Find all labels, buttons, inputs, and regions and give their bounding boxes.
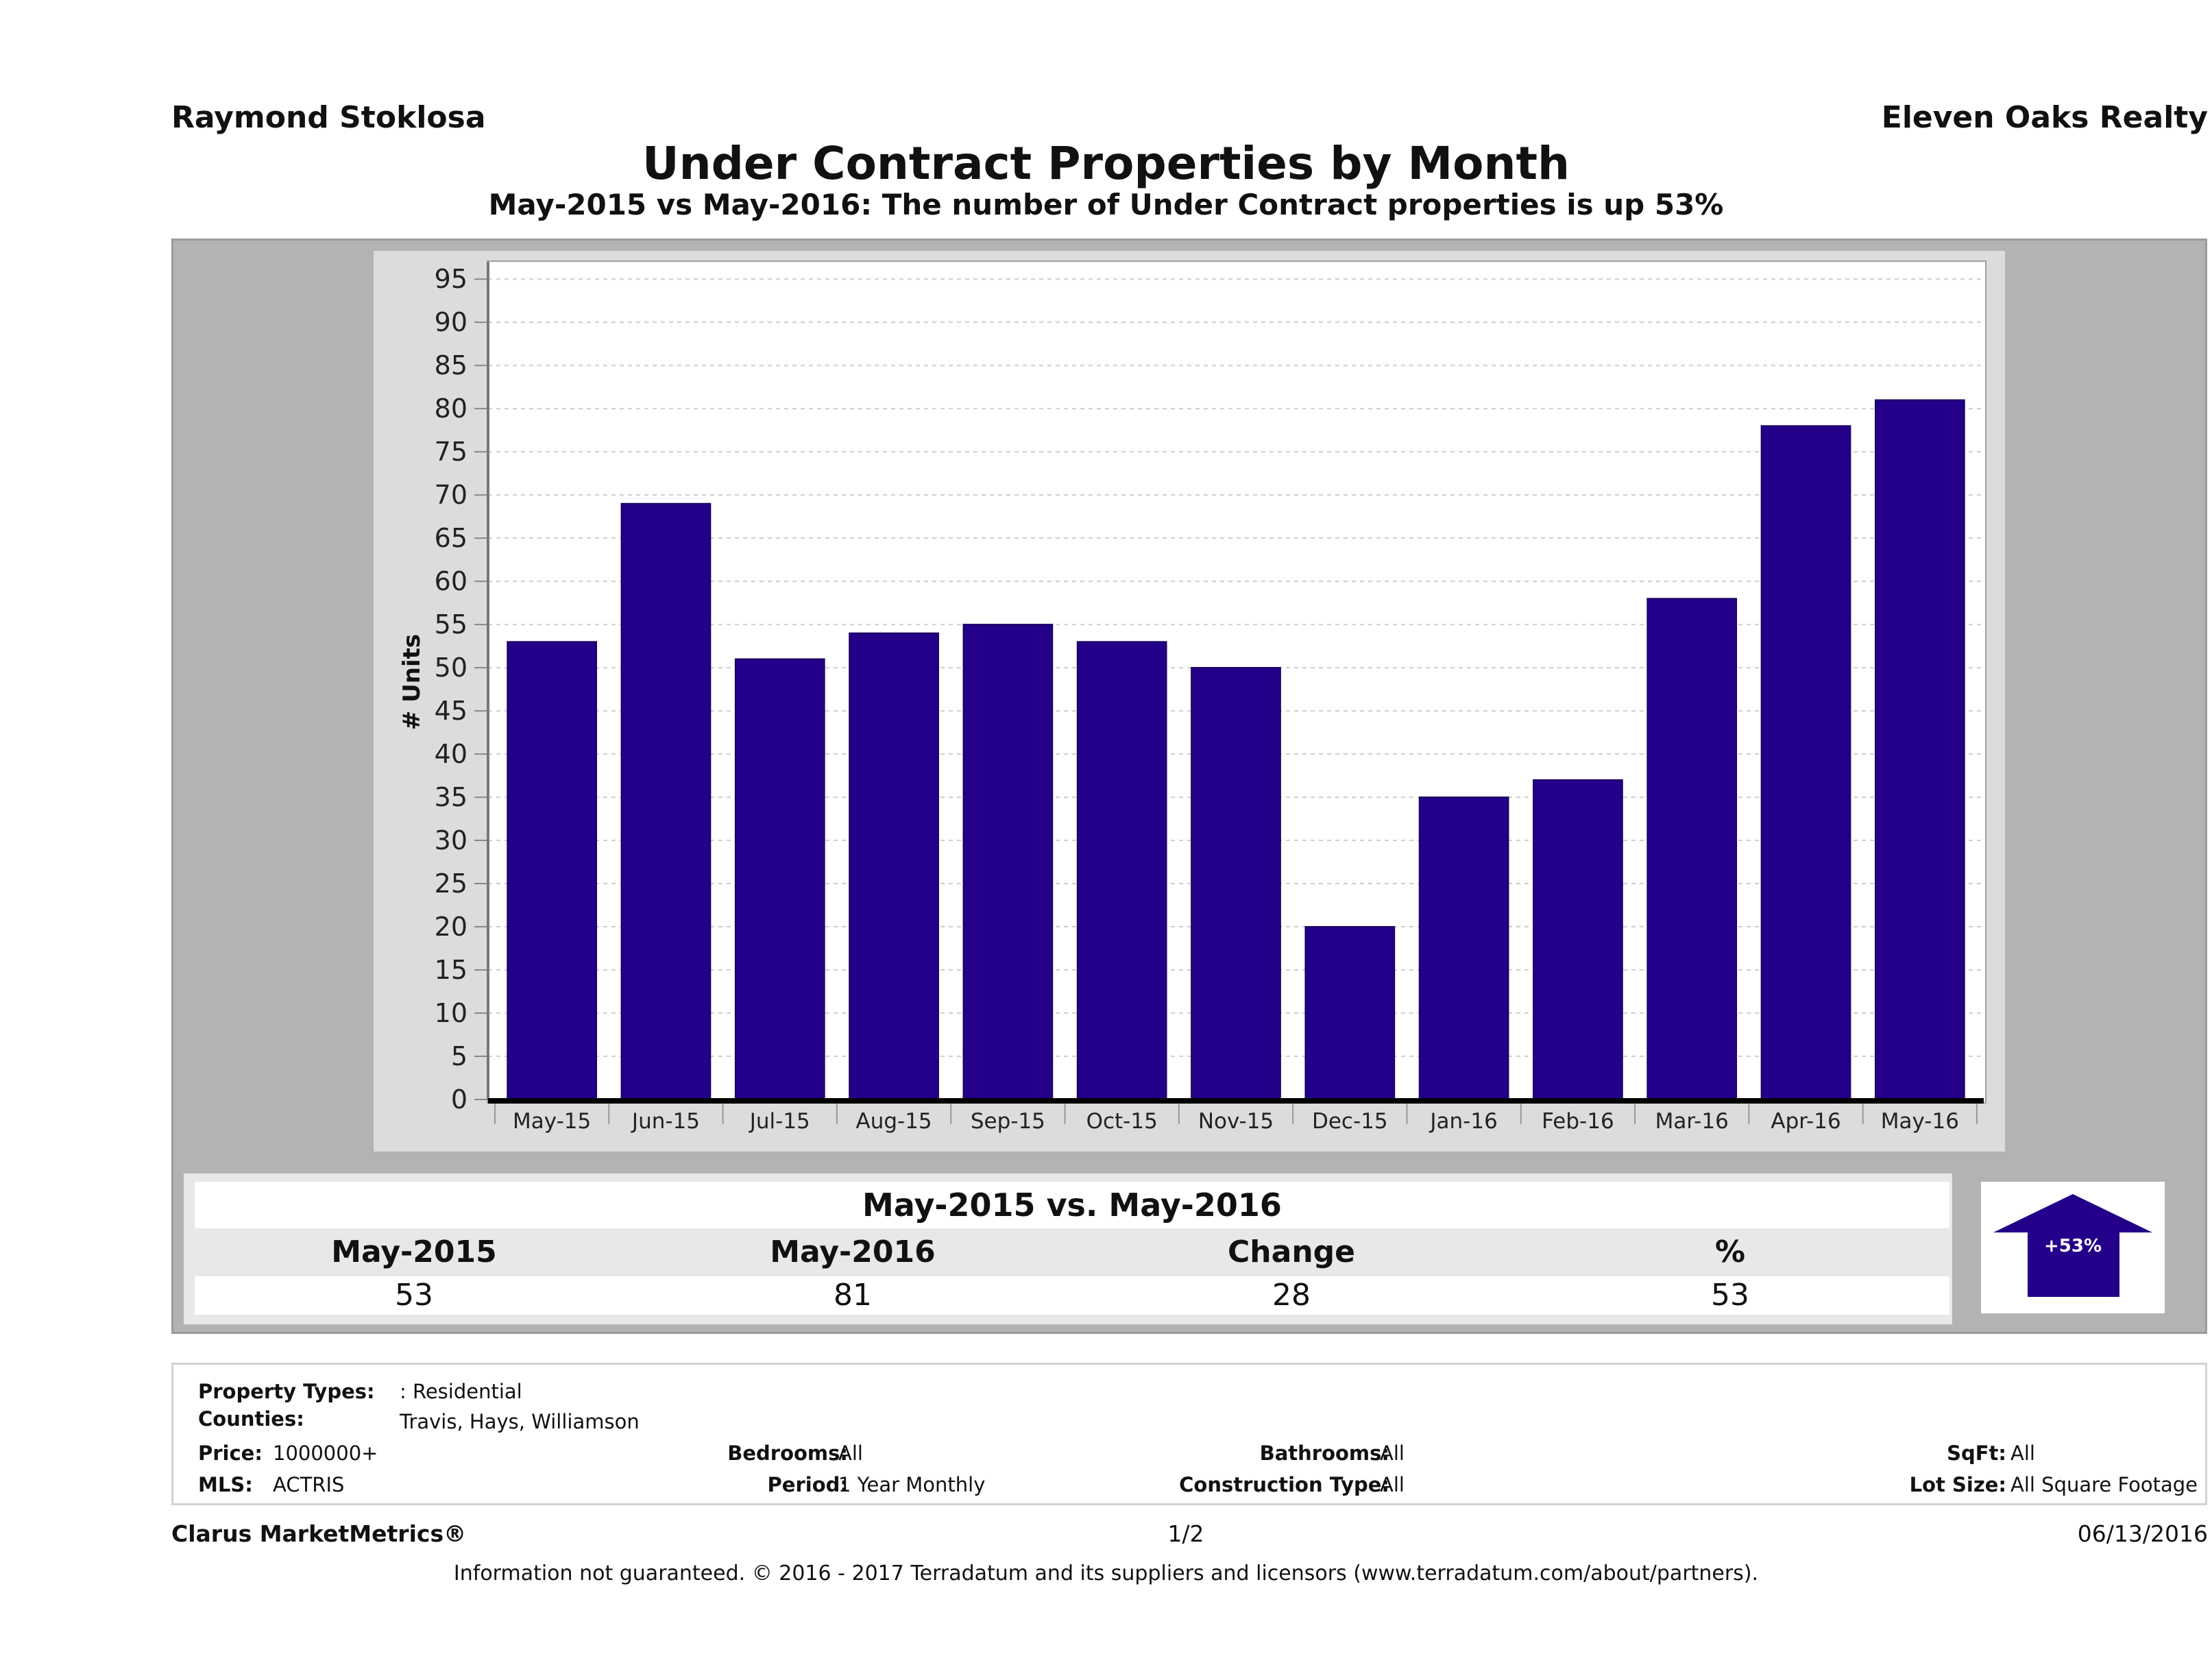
x-tick-label: Jan-16 <box>1429 1109 1497 1134</box>
construction-type-value: All <box>1380 1473 1405 1496</box>
bar-feb-16 <box>1533 779 1623 1101</box>
x-tick-label: Apr-16 <box>1771 1109 1840 1134</box>
counties-label: Counties: <box>198 1407 304 1431</box>
price-label: Price: <box>198 1442 263 1465</box>
disclaimer: Information not guaranteed. © 2016 - 201… <box>453 1561 1759 1585</box>
y-tick-label: 85 <box>435 350 467 380</box>
change-badge-text: +53% <box>2044 1236 2102 1256</box>
property-types-label: Property Types: <box>198 1380 375 1403</box>
x-tick-label: Sep-15 <box>971 1109 1045 1134</box>
bathrooms-label: Bathrooms: <box>1259 1442 1389 1465</box>
y-tick-label: 45 <box>435 696 467 726</box>
y-tick-label: 30 <box>435 825 467 855</box>
y-tick-label: 35 <box>435 782 467 812</box>
bar-sep-15 <box>962 624 1054 1100</box>
header-may-2016: May-2016 <box>770 1235 936 1269</box>
value-change: 28 <box>1272 1278 1311 1313</box>
y-tick-label: 90 <box>435 307 467 337</box>
comparison-title: May-2015 vs. May-2016 <box>195 1182 1949 1228</box>
x-tick-label: Nov-15 <box>1198 1109 1274 1134</box>
bar-jun-15 <box>620 502 712 1100</box>
header-change: Change <box>1228 1235 1355 1269</box>
y-axis: 0 5 10 15 20 25 30 35 40 45 50 55 60 65 70 75 80 85 90 95 <box>435 262 489 1115</box>
chart-subtitle: May-2015 vs May-2016: The number of Unde… <box>488 188 1724 221</box>
brokerage-name: Eleven Oaks Realty <box>1881 100 2208 135</box>
y-tick-label: 5 <box>451 1041 467 1071</box>
agent-name: Raymond Stoklosa <box>171 100 486 135</box>
x-tick-label: Feb-16 <box>1542 1109 1614 1134</box>
bar-jan-16 <box>1418 797 1509 1100</box>
header-percent: % <box>1714 1235 1746 1269</box>
bar-mar-16 <box>1646 598 1738 1100</box>
bar-jul-15 <box>734 658 825 1100</box>
bars <box>507 399 1965 1101</box>
lot-size-label: Lot Size: <box>1909 1473 2006 1496</box>
bathrooms-value: All <box>1380 1442 1405 1465</box>
filter-summary: Property Types: : Residential Counties: … <box>171 1363 2207 1505</box>
x-tick-label: Aug-15 <box>855 1109 932 1134</box>
price-value: 1000000+ <box>273 1442 378 1465</box>
y-axis-label: # Units <box>398 634 426 730</box>
y-tick-label: 60 <box>435 566 467 596</box>
comparison-value-row: 53 81 28 53 <box>195 1276 1949 1315</box>
y-tick-label: 55 <box>435 609 467 640</box>
bedrooms-value: All <box>838 1442 863 1465</box>
y-tick-label: 80 <box>435 393 467 424</box>
sqft-value: All <box>2010 1442 2035 1465</box>
x-tick-label: May-16 <box>1881 1109 1959 1134</box>
y-tick-label: 50 <box>435 653 467 683</box>
construction-type-label: Construction Type: <box>1179 1473 1389 1496</box>
value-may-2016: 81 <box>834 1278 872 1313</box>
bar-apr-16 <box>1760 425 1851 1100</box>
bedrooms-label: Bedrooms: <box>727 1442 848 1465</box>
value-percent: 53 <box>1711 1278 1749 1313</box>
x-tick-label: Jul-15 <box>749 1109 810 1134</box>
y-tick-label: 15 <box>435 955 467 985</box>
footer-brand: Clarus MarketMetrics® <box>171 1520 467 1547</box>
y-tick-label: 40 <box>435 739 467 769</box>
bar-may-15 <box>507 641 598 1100</box>
page-number: 1/2 <box>1167 1520 1204 1547</box>
y-tick-label: 65 <box>435 523 467 553</box>
x-tick-label: May-15 <box>513 1109 591 1134</box>
y-tick-label: 25 <box>435 868 467 899</box>
bar-dec-15 <box>1304 926 1396 1101</box>
x-tick-label: Mar-16 <box>1655 1109 1729 1134</box>
chart-title: Under Contract Properties by Month <box>642 137 1570 190</box>
change-badge: +53% <box>1981 1182 2165 1313</box>
up-arrow-icon: +53% <box>1993 1194 2152 1297</box>
bar-aug-15 <box>849 632 939 1100</box>
period-value: 1 Year Monthly <box>838 1473 986 1496</box>
counties-value: Travis, Hays, Williamson <box>400 1410 640 1433</box>
mls-label: MLS: <box>198 1473 253 1496</box>
y-tick-label: 10 <box>435 998 467 1028</box>
y-tick-label: 0 <box>451 1084 467 1115</box>
y-tick-label: 70 <box>435 480 467 510</box>
y-tick-label: 95 <box>435 264 467 294</box>
y-tick-label: 75 <box>435 437 467 467</box>
y-tick-label: 20 <box>435 912 467 942</box>
bar-nov-15 <box>1191 667 1281 1100</box>
comparison-header-row: May-2015 May-2016 Change % <box>195 1230 1949 1275</box>
header-may-2015: May-2015 <box>331 1235 497 1269</box>
x-tick-label: Oct-15 <box>1086 1109 1158 1134</box>
sqft-label: SqFt: <box>1947 1442 2006 1465</box>
lot-size-value: All Square Footage <box>2010 1473 2198 1496</box>
value-may-2015: 53 <box>395 1278 433 1313</box>
property-types-value: : Residential <box>400 1380 522 1403</box>
report-date: 06/13/2016 <box>2077 1520 2208 1547</box>
period-label: Period: <box>767 1473 848 1496</box>
mls-value: ACTRIS <box>273 1473 345 1496</box>
bar-oct-15 <box>1076 641 1167 1100</box>
x-axis: May-15 Jun-15 Jul-15 Aug-15 Sep-15 Oct-15 Nov-… <box>488 1098 1984 1134</box>
bar-may-16 <box>1874 399 1965 1100</box>
x-tick-label: Dec-15 <box>1312 1109 1388 1134</box>
x-tick-label: Jun-15 <box>631 1109 700 1134</box>
